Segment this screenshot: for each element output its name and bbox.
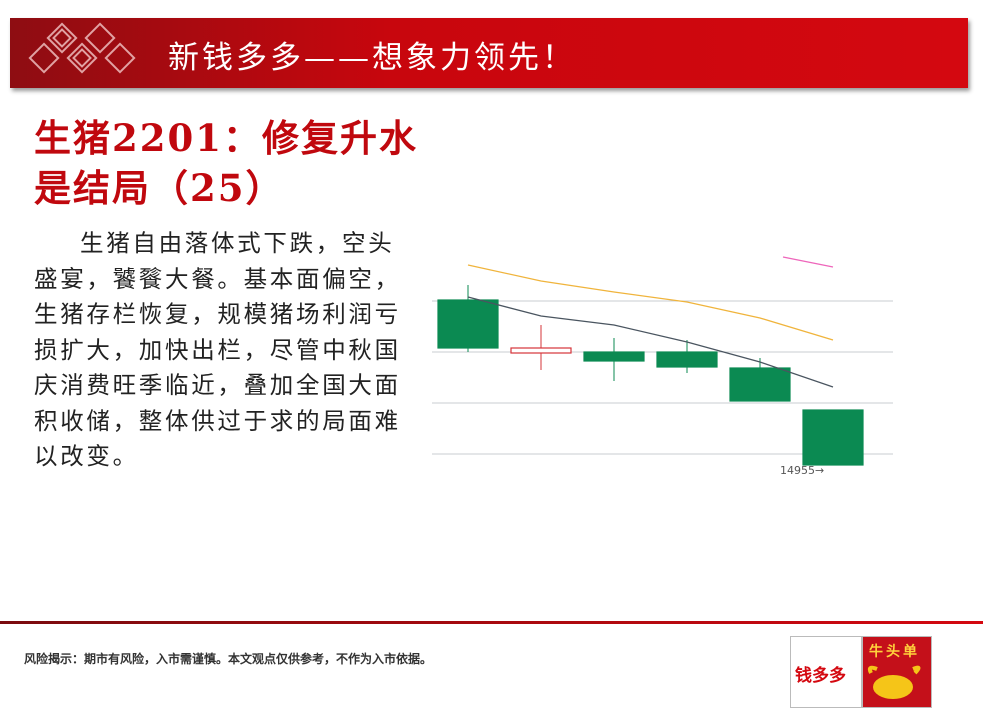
body-line: 积收储，整体供过于求的局面难 <box>34 406 401 435</box>
chart: 14955→ <box>432 256 893 477</box>
candle-body <box>729 367 791 402</box>
body-line: 盛宴，饕餮大餐。基本面偏空， <box>34 264 401 293</box>
logo-left: 钱多多 <box>790 636 862 708</box>
candle-body <box>583 351 645 362</box>
logo-bull <box>867 665 921 699</box>
header-title: 新钱多多——想象力领先！ <box>168 40 576 76</box>
logo-right: 牛头单 <box>862 636 932 708</box>
header-pattern <box>28 22 136 74</box>
title-line: 是结局（25） <box>34 166 285 210</box>
candle-body <box>802 409 864 466</box>
price-annotation: 14955→ <box>780 464 824 477</box>
candle-body <box>437 299 499 349</box>
body-line: 庆消费旺季临近，叠加全国大面 <box>34 371 401 399</box>
header-banner <box>10 18 968 88</box>
pink-line <box>782 256 834 268</box>
moving-average-line <box>467 296 834 388</box>
body-line: 生猪存栏恢复，规模猪场利润亏 <box>34 300 401 328</box>
candle-body <box>510 347 572 354</box>
logo-left-text: 钱多多 <box>795 666 846 686</box>
divider <box>0 621 983 624</box>
title-line: 生猪2201：修复升水 <box>34 116 418 160</box>
body-line: 损扩大，加快出栏，尽管中秋国 <box>34 335 401 364</box>
body-line: 以改变。 <box>34 442 139 470</box>
disclaimer: 风险揭示：期市有风险，入市需谨慎。本文观点仅供参考，不作为入市依据。 <box>24 652 433 666</box>
body-text: 生猪自由落体式下跌，空头盛宴，饕餮大餐。基本面偏空， 生猪存栏恢复，规模猪场利润亏… <box>34 226 401 475</box>
body-line: 生猪自由落体式下跌，空头 <box>80 229 395 257</box>
moving-average-line <box>467 264 834 341</box>
logo-right-text: 牛头单 <box>869 644 920 660</box>
candle-body <box>656 351 718 368</box>
